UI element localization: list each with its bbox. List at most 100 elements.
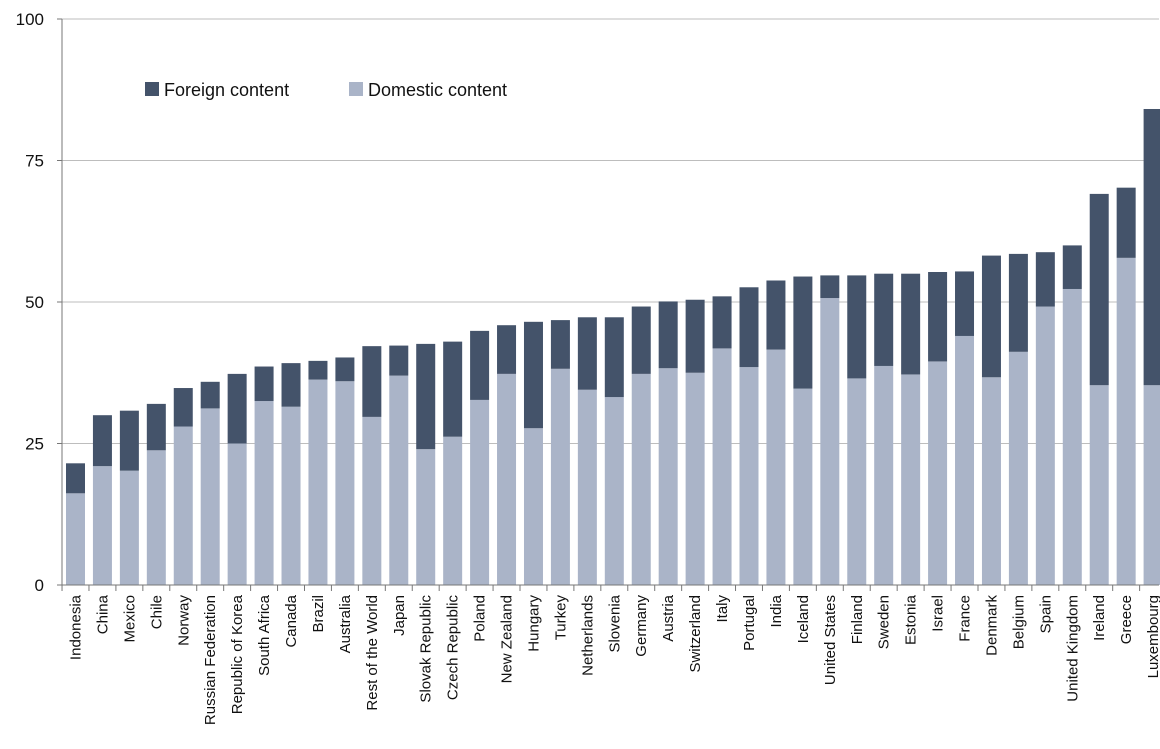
bar-domestic	[1089, 385, 1109, 585]
bar-foreign	[497, 325, 517, 374]
bar-domestic	[470, 399, 490, 585]
bar-foreign	[1062, 245, 1082, 289]
bar-foreign	[200, 381, 220, 409]
x-category-label: Mexico	[121, 595, 138, 643]
bar-foreign	[981, 255, 1001, 378]
bar-domestic	[254, 401, 274, 585]
bar-domestic	[874, 365, 894, 585]
bar-domestic	[497, 373, 517, 585]
x-category-label: Italy	[714, 595, 731, 623]
bar-domestic	[604, 397, 624, 585]
x-category-label: Russian Federation	[202, 595, 219, 725]
bar-domestic	[658, 368, 678, 585]
x-category-label: Slovak Republic	[418, 595, 435, 703]
x-category-label: Netherlands	[579, 595, 596, 676]
bar-foreign	[1089, 193, 1109, 386]
x-category-label: Spain	[1037, 595, 1054, 633]
bar-foreign	[523, 321, 543, 429]
bar-foreign	[820, 275, 840, 299]
bar-domestic	[1143, 385, 1160, 585]
bar-domestic	[389, 375, 409, 585]
bar-foreign	[874, 273, 894, 366]
bar-domestic	[955, 335, 975, 585]
bar-domestic	[200, 408, 220, 585]
bar-foreign	[335, 357, 355, 382]
x-category-label: India	[768, 594, 785, 627]
bar-domestic	[335, 381, 355, 585]
legend-swatch-foreign	[145, 82, 159, 96]
bar-foreign	[685, 299, 705, 373]
bar-domestic	[443, 436, 463, 585]
x-category-label: Greece	[1118, 595, 1135, 644]
bar-foreign	[389, 345, 409, 376]
x-category-label: Japan	[391, 595, 408, 636]
bar-foreign	[443, 341, 463, 437]
x-category-label: Chile	[148, 595, 165, 629]
bar-domestic	[685, 372, 705, 585]
y-tick-label: 75	[25, 152, 44, 171]
y-tick-label: 50	[25, 293, 44, 312]
x-category-label: South Africa	[256, 594, 273, 676]
bar-domestic	[173, 426, 193, 585]
bar-foreign	[847, 275, 867, 379]
x-category-label: Luxembourg	[1145, 595, 1160, 678]
y-tick-label: 0	[35, 576, 44, 595]
x-category-label: Hungary	[525, 595, 542, 652]
x-category-label: Sweden	[876, 595, 893, 649]
bar-domestic	[928, 361, 948, 585]
legend-label-foreign: Foreign content	[164, 80, 289, 100]
bars-group	[66, 108, 1160, 585]
bar-domestic	[847, 378, 867, 585]
bar-foreign	[955, 271, 975, 336]
x-category-label: Estonia	[903, 594, 920, 645]
bar-domestic	[577, 389, 597, 585]
bar-domestic	[416, 449, 436, 585]
bar-foreign	[416, 343, 436, 450]
bar-foreign	[1008, 253, 1028, 352]
legend-label-domestic: Domestic content	[368, 80, 507, 100]
bar-foreign	[66, 463, 85, 494]
bar-foreign	[928, 272, 948, 362]
bar-domestic	[308, 379, 328, 585]
bar-domestic	[227, 443, 247, 585]
x-category-label: Denmark	[983, 595, 1000, 656]
bar-foreign	[793, 276, 813, 389]
bar-foreign	[281, 363, 301, 407]
bar-domestic	[66, 493, 85, 585]
x-category-label: Iceland	[795, 595, 812, 643]
bar-domestic	[1062, 288, 1082, 585]
x-category-label: United Kingdom	[1064, 595, 1081, 702]
bar-foreign	[173, 388, 193, 427]
bar-domestic	[1116, 257, 1136, 585]
x-category-label: Czech Republic	[445, 595, 462, 701]
x-category-label: Canada	[283, 594, 300, 647]
x-category-label: Indonesia	[68, 594, 85, 660]
bar-foreign	[362, 346, 382, 417]
x-category-label: United States	[822, 595, 839, 685]
y-tick-label: 25	[25, 435, 44, 454]
bar-domestic	[631, 373, 651, 585]
x-category-label: France	[957, 595, 974, 642]
bar-foreign	[1116, 187, 1136, 258]
x-category-label: Ireland	[1091, 595, 1108, 641]
x-category-label: Finland	[849, 595, 866, 644]
x-category-label: Turkey	[552, 595, 569, 641]
bar-foreign	[254, 366, 274, 402]
bar-domestic	[92, 466, 112, 585]
bar-domestic	[523, 428, 543, 585]
bar-domestic	[739, 367, 759, 585]
bar-foreign	[227, 373, 247, 444]
bar-domestic	[550, 368, 570, 585]
x-category-label: Belgium	[1010, 595, 1027, 649]
bar-foreign	[308, 360, 328, 380]
bar-domestic	[820, 298, 840, 585]
bar-domestic	[901, 374, 921, 585]
x-category-label: Portugal	[741, 595, 758, 651]
legend-swatch-domestic	[349, 82, 363, 96]
bar-domestic	[981, 377, 1001, 585]
bar-foreign	[1143, 108, 1160, 386]
bar-domestic	[119, 470, 139, 585]
x-category-label: Brazil	[310, 595, 327, 633]
bar-domestic	[1008, 351, 1028, 585]
